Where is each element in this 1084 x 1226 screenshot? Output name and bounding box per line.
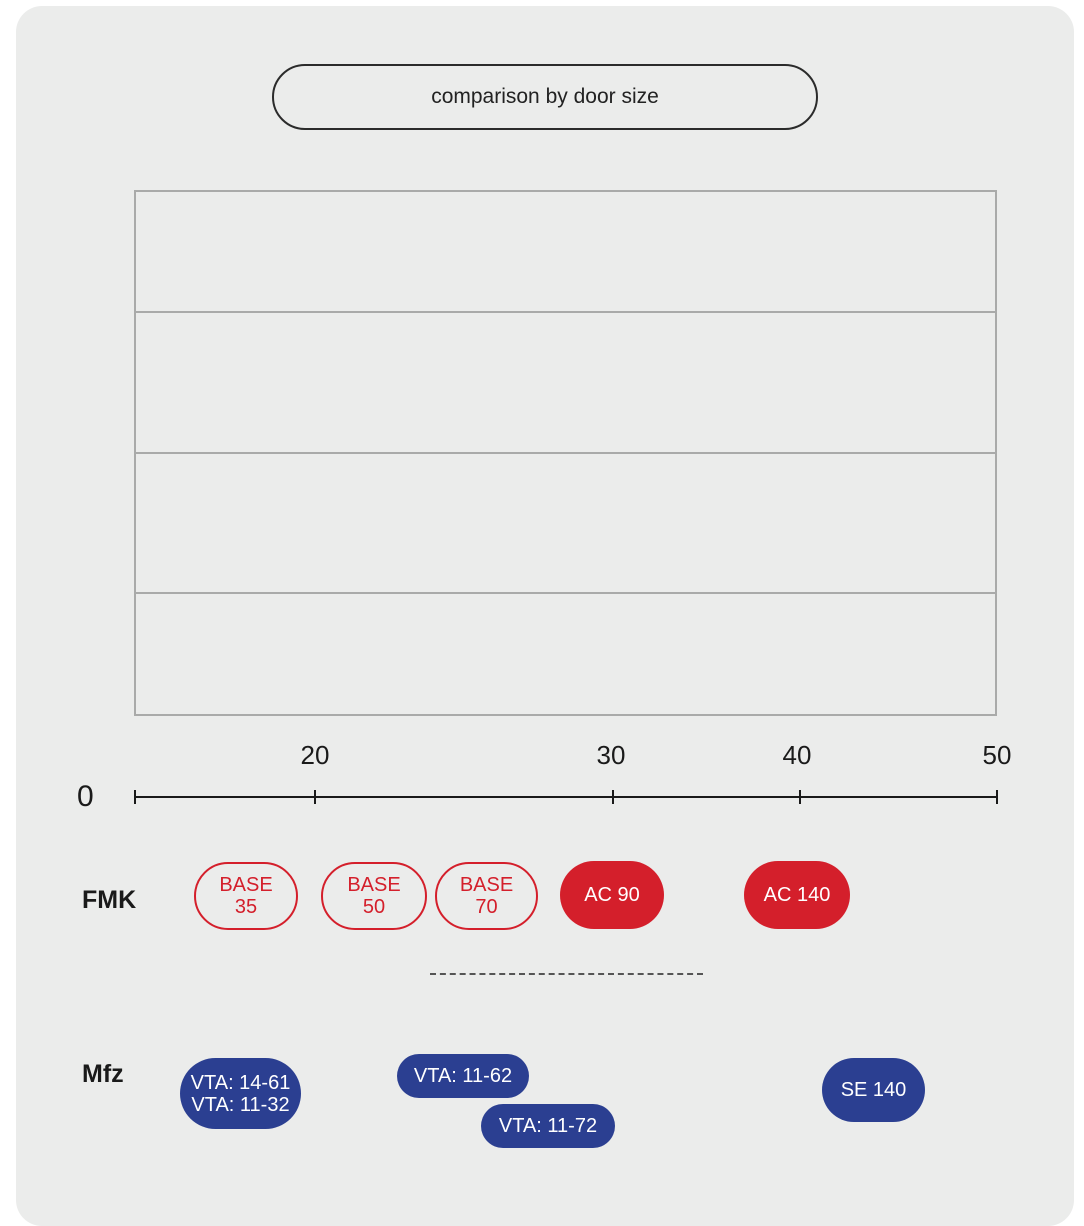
axis-tick-20	[314, 790, 316, 804]
pill-line: BASE	[347, 874, 401, 896]
axis-line	[134, 796, 998, 798]
pill-line: 50	[362, 896, 386, 918]
grid-line	[134, 311, 997, 313]
mfz-se-140-pill: SE 140	[822, 1058, 925, 1122]
axis-tick-50	[996, 790, 998, 804]
pill-line: VTA: 11-62	[413, 1065, 513, 1087]
mfz-vta-11-62-pill: VTA: 11-62	[397, 1054, 529, 1098]
tick-label-50: 50	[982, 740, 1012, 770]
axis-tick-40	[799, 790, 801, 804]
mfz-vta-14-61-pill: VTA: 14-61 VTA: 11-32	[180, 1058, 301, 1129]
grid-line	[134, 452, 997, 454]
diagram-title: comparison by door size	[272, 64, 818, 130]
diagram-panel	[16, 6, 1074, 1226]
pill-line: VTA: 14-61	[190, 1071, 291, 1094]
pill-line: BASE	[219, 874, 273, 896]
pill-line: 70	[475, 896, 498, 918]
fmk-base-35-pill: BASE 35	[194, 862, 298, 930]
fmk-base-50-pill: BASE 50	[321, 862, 427, 930]
pill-line: AC 140	[763, 884, 831, 906]
axis-zero-label: 0	[77, 780, 94, 813]
pill-line: VTA: 11-72	[498, 1115, 598, 1137]
axis-tick-30	[612, 790, 614, 804]
diagram-title-text: comparison by door size	[431, 85, 659, 108]
pill-line: AC 90	[584, 884, 640, 906]
axis-tick-origin	[134, 790, 136, 804]
tick-label-30: 30	[596, 740, 626, 770]
fmk-ac-90-pill: AC 90	[560, 861, 664, 929]
row-label-fmk: FMK	[82, 886, 137, 914]
row-label-mfz: Mfz	[82, 1060, 124, 1088]
grid-line	[134, 592, 997, 594]
fmk-ac-140-pill: AC 140	[744, 861, 850, 929]
row-divider-dashed	[430, 973, 703, 975]
tick-label-40: 40	[782, 740, 812, 770]
pill-line: BASE	[459, 874, 514, 896]
fmk-base-70-pill: BASE 70	[435, 862, 538, 930]
tick-label-20: 20	[300, 740, 330, 770]
pill-line: SE 140	[840, 1079, 907, 1101]
pill-line: 35	[234, 896, 258, 918]
mfz-vta-11-72-pill: VTA: 11-72	[481, 1104, 615, 1148]
pill-line: VTA: 11-32	[191, 1093, 290, 1116]
